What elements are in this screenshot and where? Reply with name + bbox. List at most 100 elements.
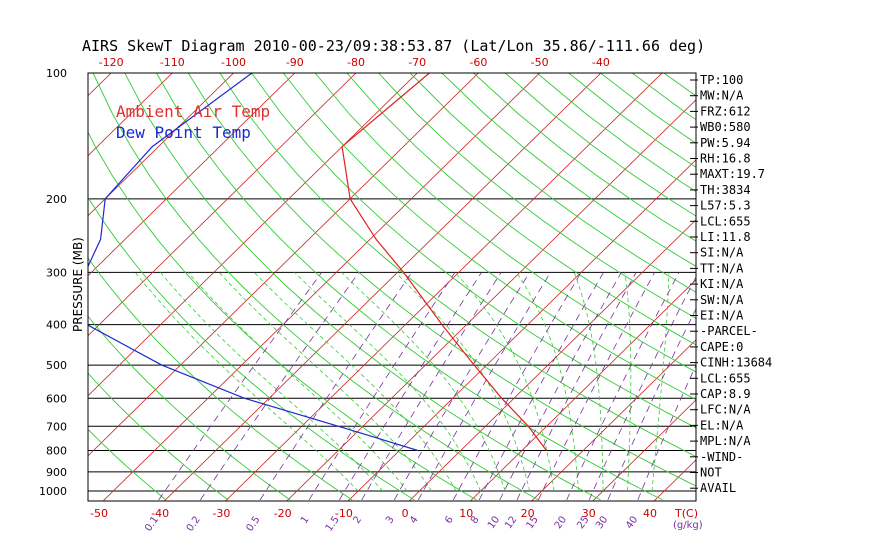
bottom-temp-tick-label: 0 xyxy=(402,507,409,520)
isotherm-line xyxy=(88,73,479,457)
stat-item: SI:N/A xyxy=(700,246,744,260)
isotherm-line xyxy=(347,159,696,501)
mixing-ratio-line xyxy=(637,364,696,501)
bottom-temp-tick-label: -30 xyxy=(212,507,230,520)
bottom-temp-axis: -50 -40 -30 -20 -10 0 10 20 30 40 xyxy=(90,507,657,520)
moist-adiabat xyxy=(160,272,383,492)
pressure-tick-label: 800 xyxy=(46,445,67,458)
stat-item: -PARCEL- xyxy=(700,324,758,338)
moist-adiabat xyxy=(516,272,579,492)
top-temp-tick-label: -50 xyxy=(531,56,549,69)
bottom-axis-unit: T(C) xyxy=(674,507,698,520)
stat-item: LCL:655 xyxy=(700,214,751,228)
plot-frame xyxy=(87,72,697,502)
dry-adiabat xyxy=(282,73,696,401)
dry-adiabat xyxy=(409,73,696,293)
dry-adiabat xyxy=(88,131,477,501)
stat-item: PW:5.94 xyxy=(700,136,751,150)
mixing-ratio-tick-label: 0.2 xyxy=(185,514,203,533)
stat-item: CAPE:0 xyxy=(700,340,743,354)
stat-item: MPL:N/A xyxy=(700,434,751,448)
chart-profiles xyxy=(88,73,547,452)
stat-item: NOT xyxy=(700,466,722,480)
pressure-tick-label: 400 xyxy=(46,319,67,332)
stat-item: L57:5.3 xyxy=(700,199,751,213)
stat-item: EI:N/A xyxy=(700,309,744,323)
moist-adiabat xyxy=(624,272,632,492)
stat-item: FRZ:612 xyxy=(700,104,751,118)
bottom-temp-tick-label: 10 xyxy=(459,507,473,520)
mixing-ratio-line xyxy=(361,272,502,501)
bottom-temp-tick-label: -10 xyxy=(335,507,353,520)
mixing-ratio-line xyxy=(259,272,413,501)
mixing-ratio-tick-label: 12 xyxy=(503,514,519,531)
mixing-ratio-tick-label: 20 xyxy=(553,514,569,531)
isotherm-line xyxy=(88,73,296,277)
stat-item: CAP:8.9 xyxy=(700,387,751,401)
mixing-ratio-line xyxy=(393,272,530,501)
top-temp-tick-label: -100 xyxy=(221,56,246,69)
stat-item: TT:N/A xyxy=(700,261,744,275)
stat-item: LFC:N/A xyxy=(700,403,751,417)
mixing-ratio-tick-label: 0.5 xyxy=(244,514,262,533)
mixing-ratio-tick-label: 8 xyxy=(469,514,482,526)
moist-adiabat xyxy=(454,272,555,492)
isotherm-line xyxy=(469,279,696,501)
isotherm-line xyxy=(592,399,696,501)
dry-adiabat xyxy=(219,73,696,458)
mixing-ratio-line xyxy=(200,272,360,501)
isotherm-line xyxy=(0,68,55,506)
mixing-ratio-line xyxy=(588,276,696,501)
stat-item: -WIND- xyxy=(700,450,743,464)
stat-item: SW:N/A xyxy=(700,293,744,307)
mixing-ratio-line xyxy=(499,272,622,501)
top-temp-tick-label: -40 xyxy=(592,56,610,69)
pressure-tick-label: 100 xyxy=(46,67,67,80)
isotherm-line xyxy=(88,73,173,157)
top-temp-tick-label: -120 xyxy=(99,56,124,69)
pressure-tick-label: 300 xyxy=(46,266,67,279)
chart-legend: Ambient Air Temp Dew Point Temp xyxy=(116,102,270,142)
moist-adiabat xyxy=(254,272,457,492)
dry-adiabat xyxy=(251,73,696,429)
mixing-ratio-tick-label: 30 xyxy=(594,514,610,531)
top-temp-axis: -120 -110 -100 -90 -80 -70 -60 -50 -40 xyxy=(99,56,610,69)
stat-item: EL:N/A xyxy=(700,418,744,432)
dry-adiabat xyxy=(631,73,696,121)
dry-adiabat xyxy=(88,372,229,501)
bottom-temp-tick-label: -40 xyxy=(151,507,169,520)
mixing-ratio-line xyxy=(566,272,680,501)
mixing-ratio-line xyxy=(308,272,456,501)
isotherm-line xyxy=(408,219,696,501)
stat-item: WB0:580 xyxy=(700,120,751,134)
dry-adiabat xyxy=(88,257,353,501)
moist-adiabat xyxy=(341,272,506,492)
mixing-ratio-line xyxy=(417,272,551,501)
dry-adiabat xyxy=(663,73,696,97)
mixing-ratio-line xyxy=(607,308,696,501)
stat-item: TP:100 xyxy=(700,73,743,87)
moist-adiabat xyxy=(187,272,408,492)
isotherm-line xyxy=(88,73,357,337)
isotherm-line xyxy=(102,73,541,501)
top-temp-tick-label: -80 xyxy=(347,56,365,69)
dry-adiabat xyxy=(378,73,696,319)
dry-adiabat xyxy=(88,196,415,501)
pressure-axis: 100 200 300 400 500 600 700 800 900 1000 xyxy=(39,67,67,498)
dry-adiabat xyxy=(314,73,696,373)
stat-item: MAXT:19.7 xyxy=(700,167,765,181)
pressure-tick-label: 600 xyxy=(46,392,67,405)
dry-adiabat xyxy=(156,73,663,501)
isotherm-line xyxy=(771,68,870,506)
moist-adiabat xyxy=(651,272,670,492)
moist-adiabat xyxy=(395,272,530,492)
isotherm-line xyxy=(163,73,602,501)
mixing-ratio-tick-label: 10 xyxy=(486,514,502,531)
isotherm-line xyxy=(531,339,696,501)
top-temp-tick-label: -90 xyxy=(286,56,304,69)
isotherm-line xyxy=(286,99,696,501)
stat-item: LCL:655 xyxy=(700,371,751,385)
mixing-ratio-tick-label: 4 xyxy=(408,514,421,526)
pressure-tick-label: 500 xyxy=(46,359,67,372)
pressure-tick-label: 700 xyxy=(46,420,67,433)
